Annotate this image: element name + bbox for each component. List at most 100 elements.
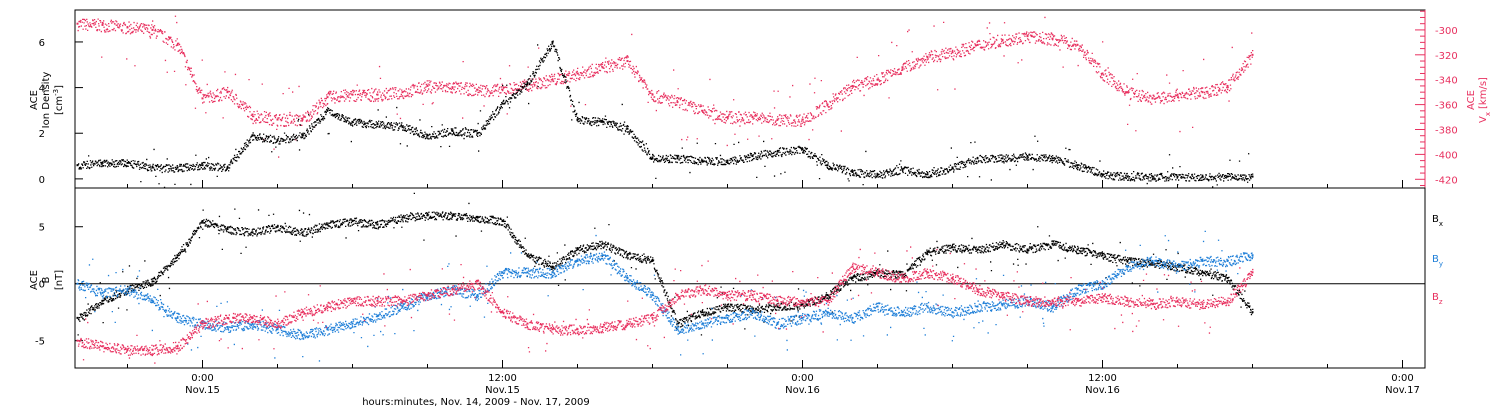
by-point-7 <box>251 322 254 325</box>
density-point-24 <box>676 157 679 160</box>
field-tick-label-2: 5 <box>39 223 45 234</box>
by-point-2 <box>126 288 129 291</box>
velocity-samples <box>77 15 1254 158</box>
bz-point-38 <box>1026 299 1029 302</box>
bz-samples <box>77 246 1254 364</box>
by-point-1 <box>101 291 104 294</box>
velocity-tick-label-1: -400 <box>1435 150 1458 161</box>
velocity-point-8 <box>276 118 279 121</box>
by-point-47 <box>1251 254 1254 257</box>
by-point-3 <box>151 299 154 302</box>
by-point-17 <box>501 271 504 274</box>
velocity-tick-label-0: -420 <box>1435 175 1458 186</box>
density-point-14 <box>426 134 429 137</box>
velocity-tick-label-3: -360 <box>1435 101 1458 112</box>
by-point-4 <box>176 316 179 319</box>
bx-point-5 <box>201 220 204 223</box>
bz-point-26 <box>726 294 729 297</box>
density-point-10 <box>326 109 329 112</box>
density-point-41 <box>1101 173 1104 176</box>
velocity-point-9 <box>301 118 304 121</box>
bottom-data-points <box>76 192 1254 364</box>
bx-point-24 <box>676 322 679 325</box>
time-axis: 0:00Nov.1512:00Nov.150:00Nov.1612:00Nov.… <box>127 180 1420 396</box>
date-tick-label-0: Nov.15 <box>185 385 220 396</box>
time-tick-label-2: 0:00 <box>791 373 813 384</box>
density-point-12 <box>376 123 379 126</box>
velocity-point-33 <box>901 66 904 69</box>
by-point-16 <box>476 294 479 297</box>
bx-point-0 <box>76 316 79 319</box>
density-samples <box>77 40 1254 188</box>
density-point-20 <box>576 118 579 121</box>
bx-point-13 <box>401 216 404 219</box>
bx-point-18 <box>526 254 529 257</box>
density-point-38 <box>1026 155 1029 158</box>
velocity-point-3 <box>151 28 154 31</box>
bz-point-2 <box>126 348 129 351</box>
velocity-point-45 <box>1201 91 1204 94</box>
velocity-point-31 <box>851 84 854 87</box>
by-point-11 <box>351 322 354 325</box>
bz-point-47 <box>1251 271 1254 274</box>
bx-point-21 <box>601 242 604 245</box>
legend: Bx By Bz <box>1432 214 1443 306</box>
density-tick-label-0: 0 <box>39 175 45 186</box>
bz-point-3 <box>151 348 154 351</box>
bottom-plot-frame <box>74 187 1426 369</box>
density-point-1 <box>101 161 104 164</box>
by-point-30 <box>826 311 829 314</box>
bx-point-28 <box>776 305 779 308</box>
density-tick-label-1: 2 <box>39 129 45 140</box>
density-point-34 <box>926 173 929 176</box>
density-tick-label-3: 6 <box>39 38 45 49</box>
velocity-point-1 <box>101 23 104 26</box>
velocity-point-32 <box>876 78 879 81</box>
by-point-40 <box>1076 288 1079 291</box>
bz-point-8 <box>276 322 279 325</box>
by-point-9 <box>301 333 304 336</box>
top-data-points <box>76 15 1254 188</box>
velocity-point-4 <box>176 43 179 46</box>
density-point-5 <box>201 164 204 167</box>
bz-point-36 <box>976 288 979 291</box>
velocity-point-44 <box>1176 93 1179 96</box>
by-point-13 <box>401 305 404 308</box>
density-point-28 <box>776 150 779 153</box>
bz-point-40 <box>1076 299 1079 302</box>
bz-point-9 <box>301 311 304 314</box>
bz-point-16 <box>476 282 479 285</box>
velocity-point-14 <box>426 84 429 87</box>
density-point-17 <box>501 102 504 105</box>
x-axis-label: hours:minutes, Nov. 14, 2009 - Nov. 17, … <box>362 397 590 408</box>
velocity-point-37 <box>1001 38 1004 41</box>
density-point-43 <box>1151 175 1154 178</box>
density-point-21 <box>601 120 604 123</box>
by-point-32 <box>876 305 879 308</box>
legend-by: By <box>1432 254 1443 268</box>
bz-point-45 <box>1201 303 1204 306</box>
density-point-23 <box>651 157 654 160</box>
bz-point-4 <box>176 345 179 348</box>
density-ylabel-line1: ACE <box>29 90 40 110</box>
density-point-40 <box>1076 164 1079 167</box>
bx-point-3 <box>151 280 154 283</box>
density-point-22 <box>626 127 629 130</box>
velocity-ylabel-line1: ACE <box>1466 90 1477 110</box>
velocity-point-22 <box>626 60 629 63</box>
density-tick-label-2: 4 <box>39 84 45 95</box>
bz-point-7 <box>251 316 254 319</box>
velocity-point-19 <box>551 78 554 81</box>
bx-point-19 <box>551 265 554 268</box>
density-point-9 <box>301 134 304 137</box>
velocity-ylabel-line2: Vx[km/s] <box>1478 77 1492 123</box>
legend-bz: Bz <box>1432 292 1443 306</box>
bz-point-15 <box>451 288 454 291</box>
by-point-12 <box>376 314 379 317</box>
by-point-42 <box>1126 265 1129 268</box>
bx-point-40 <box>1076 248 1079 251</box>
velocity-point-41 <box>1101 72 1104 75</box>
density-point-33 <box>901 168 904 171</box>
